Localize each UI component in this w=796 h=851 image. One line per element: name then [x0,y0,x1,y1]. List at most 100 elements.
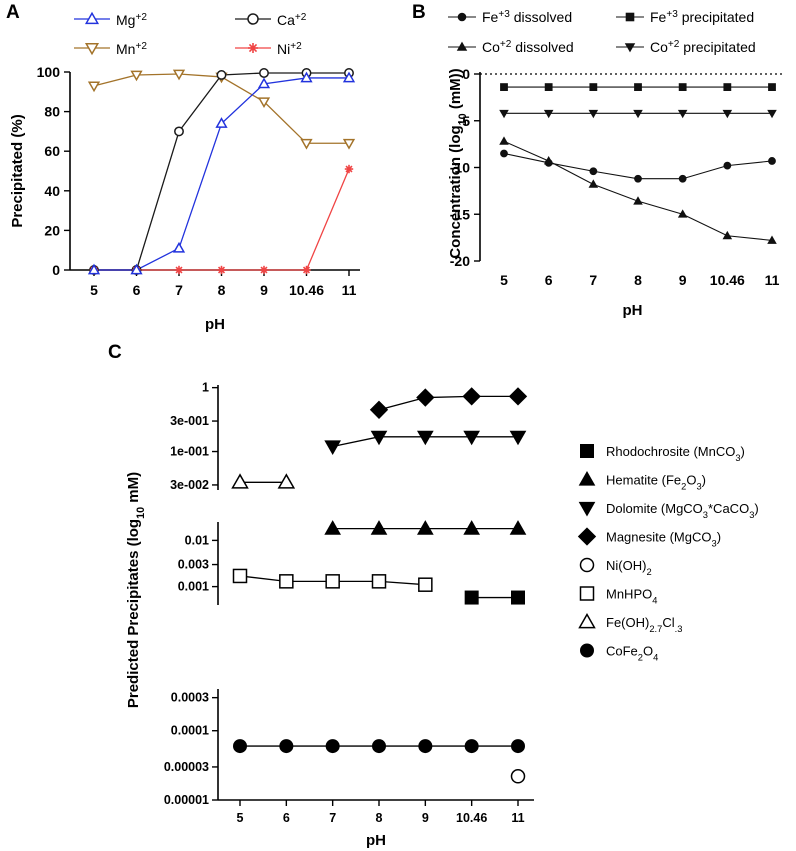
text-span: +2 [668,39,680,50]
text-span: mM) [125,472,142,507]
legend-label-c5: MnHPO4 [606,587,657,606]
text-span: Ni [277,41,290,57]
data-point-c0 [511,590,525,605]
data-point-b1 [723,83,732,91]
data-point-c7 [279,739,294,754]
data-point-c2 [324,440,342,455]
x-tick-label-b: 7 [589,272,597,288]
data-point-b1 [544,83,553,91]
text-span: +2 [295,12,307,23]
text-span: +2 [135,12,147,23]
text-span: Ni(OH) [606,558,646,573]
data-point-mg [257,77,271,89]
chart-c: 0.0003 0.0001 0.00003 0.00001 0.01 0.003 0.001… [125,381,759,849]
text-span: Concentration (log [447,125,464,258]
text-span: Magnesite (MgCO [606,530,711,545]
data-point-b2 [588,179,599,188]
data-point-b0 [589,167,598,176]
data-point-mn [130,70,143,82]
legend-label-c7: CoFe2O4 [606,644,658,663]
legend-label-ni: Ni+2 [277,41,302,58]
data-point-c2 [416,430,434,446]
y-tick-label-a: 80 [44,104,60,120]
text-span: +2 [290,41,302,52]
data-point-c5 [371,574,387,589]
y-tick-label-c: 0.00001 [164,793,209,807]
data-point-b2 [633,196,643,205]
data-point-c2 [463,430,481,446]
legend-marker-c3 [577,527,597,546]
text-span: 3 [711,539,716,549]
panel-letter-a: A [6,2,20,23]
x-tick-label-b: 10.46 [710,272,745,288]
text-span: Rhodochrosite (MnCO [606,444,735,459]
legend-marker-c1 [578,471,596,486]
data-point-b3 [633,109,643,119]
data-point-ni [344,164,354,174]
x-tick-label-c: 5 [237,811,244,825]
text-span: 3 [696,482,701,492]
data-point-b3 [722,109,733,119]
legend-marker-c0 [580,444,594,458]
data-point-ca [259,68,269,78]
text-span: 2 [681,482,686,492]
panel-letter-b: B [412,2,426,23]
data-point-c3 [369,400,389,419]
data-point-b1 [634,83,642,91]
legend-marker-mn [84,42,100,56]
data-point-b0 [634,174,642,183]
data-point-mg [300,71,313,83]
data-point-c1 [370,520,388,535]
legend-marker-b1 [625,12,635,22]
text-span: Mn [116,41,135,57]
data-point-c7 [511,739,525,754]
text-span: Fe [650,9,667,25]
text-span: .3 [675,624,683,634]
text-span: 4 [652,596,657,606]
text-span: 2 [646,567,651,577]
text-span: Mg [116,12,135,28]
legend-label-mn: Mn+2 [116,41,147,58]
data-point-c1 [509,520,527,535]
chart-a: 0 20 40 60 80 100 5 6 7 8 9 10.46 11 pH Precipitated (… [9,11,360,333]
text-span: Dolomite (MgCO [606,501,703,516]
data-point-b3 [588,109,599,119]
series-line-ca [94,72,349,271]
legend-marker-ca [247,13,259,25]
data-point-c5 [279,574,294,589]
y-tick-label-c: 0.00003 [164,760,209,774]
data-point-mn [300,138,313,150]
y-axis-title-c: Predicted Precipitates (log10 mM) [125,472,147,708]
data-point-b0 [500,149,508,158]
legend-marker-mg [84,11,100,25]
text-span: 2.7 [649,624,662,634]
text-span: MnHPO [606,587,652,602]
y-tick-label-a: 40 [44,183,60,199]
data-point-c7 [418,739,433,754]
asterisk-core [262,268,266,272]
data-point-c5 [325,574,340,589]
text-span: *CaCO [708,501,749,516]
y-tick-label-b: -15 [450,206,470,222]
legend-label-b1: Fe+3 precipitated [650,9,754,26]
text-span: Ca [277,12,295,28]
text-span: Hematite (Fe [606,473,681,488]
x-tick-label-a: 8 [218,282,226,298]
text-span: +3 [666,9,678,20]
y-tick-label-c: 0.003 [178,558,209,572]
data-point-ca [216,70,227,80]
y-tick-label-a: 20 [44,222,60,238]
data-point-c5 [418,577,433,592]
text-span: Fe(OH) [606,615,649,630]
data-point-c4 [510,769,526,784]
text-span: 4 [653,653,658,663]
data-point-b3 [677,109,688,119]
data-point-b2 [677,209,688,218]
text-span: +2 [135,41,147,52]
x-tick-label-c: 7 [329,811,336,825]
y-tick-label-b: -5 [458,113,471,129]
chart-b: 0 -5 -10 -15 -20 5 6 7 8 9 10.46 11 pH Concentration … [447,9,785,319]
legend-marker-c6 [578,613,596,629]
x-tick-label-b: 8 [634,272,642,288]
